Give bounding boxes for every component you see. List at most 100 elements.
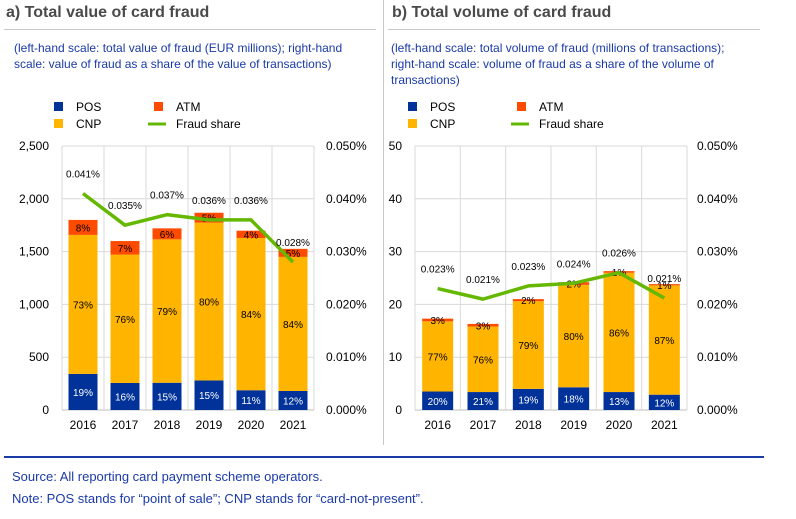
panel-a-legend-swatch-atm [154,102,163,111]
panel-b-bar-label-pos: 12% [654,398,674,409]
panel-b-y2-tick-label: 0.050% [697,139,738,153]
panel-a-bar-atm [278,248,308,257]
panel-b-subtitle-line: transactions) [391,73,460,87]
panel-a-bar-pos [68,373,98,410]
panel-b-legend-swatch-atm [517,102,526,111]
source-note: Source: All reporting card payment schem… [12,469,323,484]
panel-b-fraud-share-label: 0.021% [647,274,681,285]
panel-b-subtitle-line: right-hand scale: volume of fraud as a s… [391,57,714,71]
panel-b-x-tick-label: 2021 [651,418,678,432]
panel-b-y-tick-label: 20 [389,297,403,311]
panel-a-y-tick-label: 500 [29,350,49,364]
panel-b-x-tick-label: 2017 [470,418,497,432]
panel-a-bar-pos [194,380,224,410]
panel-a-fraud-share-line [81,192,295,264]
panel-b-bar-label-atm: 1% [657,281,672,292]
panel-b-fraud-share-label: 0.024% [557,259,591,270]
panel-b-fraud-share-label: 0.023% [511,262,545,273]
panel-b-bar-label-atm: 3% [430,316,445,327]
panel-a-bar-atm [236,230,266,238]
panel-a-y2-tick-label: 0.040% [326,192,367,206]
panel-b-x-tick-label: 2018 [515,418,542,432]
panel-b-subtitle-line: (left-hand scale: total volume of fraud … [391,41,725,55]
panel-a-fraud-share-label: 0.037% [150,191,184,202]
panel-a-bar-atm [194,212,224,223]
panel-a-x-tick-label: 2020 [238,418,265,432]
panel-a-y2-tick-label: 0.030% [326,245,367,259]
panel-a-y-tick-label: 0 [42,403,49,417]
panel-b-fraud-share-label: 0.021% [466,275,500,286]
panel-a-fraud-share-label: 0.028% [276,238,310,249]
panel-b-bar-label-cnp: 77% [428,352,448,363]
panel-b-y2-tick-label: 0.010% [697,350,738,364]
panel-b-bar-label-pos: 18% [564,395,584,406]
panel-a-bar-cnp [152,239,182,383]
panel-b-bar-cnp [648,285,680,395]
panel-a-fraud-share-label: 0.036% [234,196,268,207]
panel-a-bar-pos [278,390,308,410]
panel-b-bar-cnp [422,321,454,392]
panel-b-bar-label-pos: 21% [473,397,493,408]
panel-b-legend-label-cnp: CNP [430,117,455,131]
panel-a-bar-atm [68,219,98,235]
panel-a-legend-label-cnp: CNP [76,117,101,131]
panel-a-bar-label-cnp: 79% [157,307,177,318]
panel-a-bar-cnp [278,256,308,391]
panel-b-x-tick-label: 2016 [424,418,451,432]
panel-a-bar-pos [110,382,140,410]
panel-a-y2-tick-label: 0.010% [326,350,367,364]
panel-a-fraud-share-label: 0.036% [192,196,226,207]
panel-b-bar-label-cnp: 80% [564,332,584,343]
panel-b-fraud-share-label: 0.023% [421,265,455,276]
panel-b-bar-label-cnp: 79% [518,341,538,352]
panel-b-y2-tick-label: 0.000% [697,403,738,417]
panel-b-subtitle: (left-hand scale: total volume of fraud … [391,40,724,88]
panel-b-x-tick-label: 2020 [606,418,633,432]
panel-b-bar-cnp [603,272,635,393]
panel-a-bar-label-cnp: 84% [283,320,303,331]
panel-b-bar-pos [558,387,590,410]
panel-b-fraud-share-label: 0.026% [602,249,636,260]
panel-b-y2-tick-label: 0.020% [697,297,738,311]
panel-a-bar-pos [152,382,182,410]
panel-a-bar-cnp [236,237,266,391]
panel-b-bar-atm [512,299,544,302]
panel-a-y-tick-label: 1,000 [19,297,49,311]
panel-a-y-tick-label: 2,000 [19,192,49,206]
panel-a-y-tick-label: 2,500 [19,139,49,153]
footer-rule [4,456,764,458]
panel-b-bar-atm [648,284,680,286]
panel-a-x-tick-label: 2021 [280,418,307,432]
panel-a-bar-cnp [110,254,140,383]
panel-b-title: b) Total volume of card fraud [392,4,612,21]
panel-a-bar-label-pos: 12% [283,396,303,407]
panel-a-legend-swatch-pos [54,102,63,111]
panel-b-y-tick-label: 0 [395,403,402,417]
panel-a-bar-cnp [68,234,98,374]
panel-b-bar-label-cnp: 76% [473,355,493,366]
panel-a-bar-label-atm: 8% [76,223,91,234]
panel-b-bar-label-pos: 20% [428,397,448,408]
panel-b-y-tick-label: 30 [389,245,403,259]
panel-b-bar-atm [467,323,499,327]
panel-a-bar-label-cnp: 76% [115,315,135,326]
panel-a-subtitle: (left-hand scale: total value of fraud (… [14,40,342,72]
panel-b-legend-label-pos: POS [430,100,455,114]
panel-a-subtitle-line: (left-hand scale: total value of fraud (… [14,41,343,55]
panel-b-bar-label-atm: 3% [476,321,491,332]
panel-b-title-rule [388,29,760,30]
panel-b-y-tick-label: 10 [389,350,403,364]
panel-a-legend-label-pos: POS [76,100,101,114]
panel-b-legend-label-fraud-share: Fraud share [539,117,604,131]
panel-b-y2-tick-label: 0.040% [697,192,738,206]
panel-a-bar-label-atm: 6% [160,230,175,241]
panel-a-x-tick-label: 2017 [112,418,139,432]
abbreviation-note: Note: POS stands for “point of sale”; CN… [12,491,424,506]
panel-a-title: a) Total value of card fraud [6,4,210,21]
panel-a-legend-label-atm: ATM [176,100,200,114]
panel-a-bar-atm [110,241,140,255]
panel-b-bar-atm [422,318,454,322]
panel-b-bar-cnp [512,301,544,389]
panel-a-bar-label-pos: 11% [241,396,260,407]
